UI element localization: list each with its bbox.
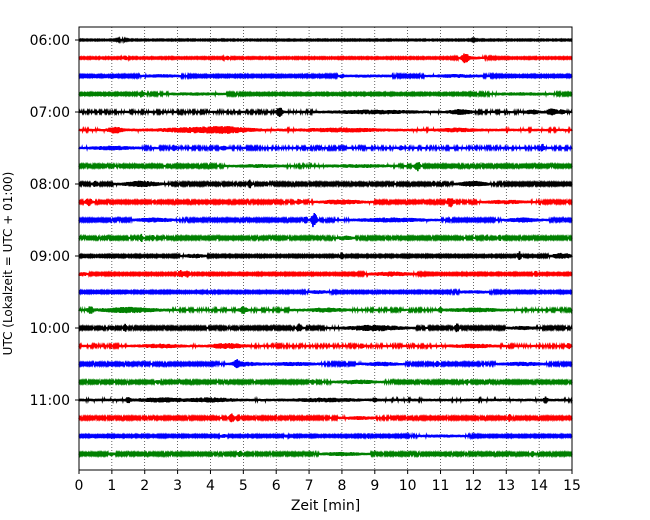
x-tick-label: 15 [563,478,581,494]
x-tick-label: 6 [272,478,281,494]
x-tick-label: 4 [206,478,215,494]
x-tick-label: 0 [75,478,84,494]
trace-0645 [78,89,573,99]
plot-frame [78,26,573,471]
trace-0700 [78,107,573,118]
trace-1130 [78,431,573,441]
trace-1045 [78,377,573,387]
trace-0745 [78,161,573,172]
x-tick-label: 2 [140,478,149,494]
trace-1145 [78,449,573,459]
x-tick-label: 3 [173,478,182,494]
y-tick-label: 07:00 [30,105,70,121]
x-tick-label: 9 [370,478,379,494]
trace-1000 [78,323,573,333]
trace-1100 [78,395,573,405]
x-tick-label: 7 [305,478,314,494]
x-tick-label: 5 [239,478,248,494]
trace-0800 [78,179,573,189]
trace-0815 [78,197,573,208]
trace-0845 [78,233,573,243]
trace-0600 [78,35,573,45]
x-axis-label: Zeit [min] [291,498,360,514]
trace-0615 [78,53,573,64]
x-tick-label: 13 [497,478,515,494]
y-tick-label: 11:00 [30,393,70,409]
trace-0915 [78,269,573,279]
x-tick-label: 8 [337,478,346,494]
trace-layer [78,35,573,459]
trace-0715 [78,125,573,135]
x-tick-label: 12 [464,478,482,494]
x-tick-label: 11 [432,478,450,494]
y-tick-label: 08:00 [30,177,70,193]
trace-0830 [78,212,573,228]
trace-0945 [78,305,573,315]
trace-0730 [78,143,573,153]
trace-0630 [78,71,573,81]
y-tick-label: 09:00 [30,249,70,265]
y-axis-label: UTC (Lokalzeit = UTC + 01:00) [1,172,15,356]
trace-0930 [78,288,573,297]
x-tick-label: 10 [399,478,417,494]
x-axis: 0 1 2 3 4 5 6 7 8 9 10 11 12 13 14 15 [75,470,581,494]
x-tick-label: 1 [107,478,116,494]
y-tick-label: 06:00 [30,33,70,49]
trace-1015 [78,341,573,351]
grid-lines [111,27,540,470]
x-tick-label: 14 [530,478,548,494]
y-tick-label: 10:00 [30,321,70,337]
trace-0900 [78,251,573,260]
trace-1030 [78,359,573,369]
trace-1115 [78,413,573,423]
y-axis: 06:00 07:00 08:00 09:00 10:00 11:00 [30,33,79,409]
